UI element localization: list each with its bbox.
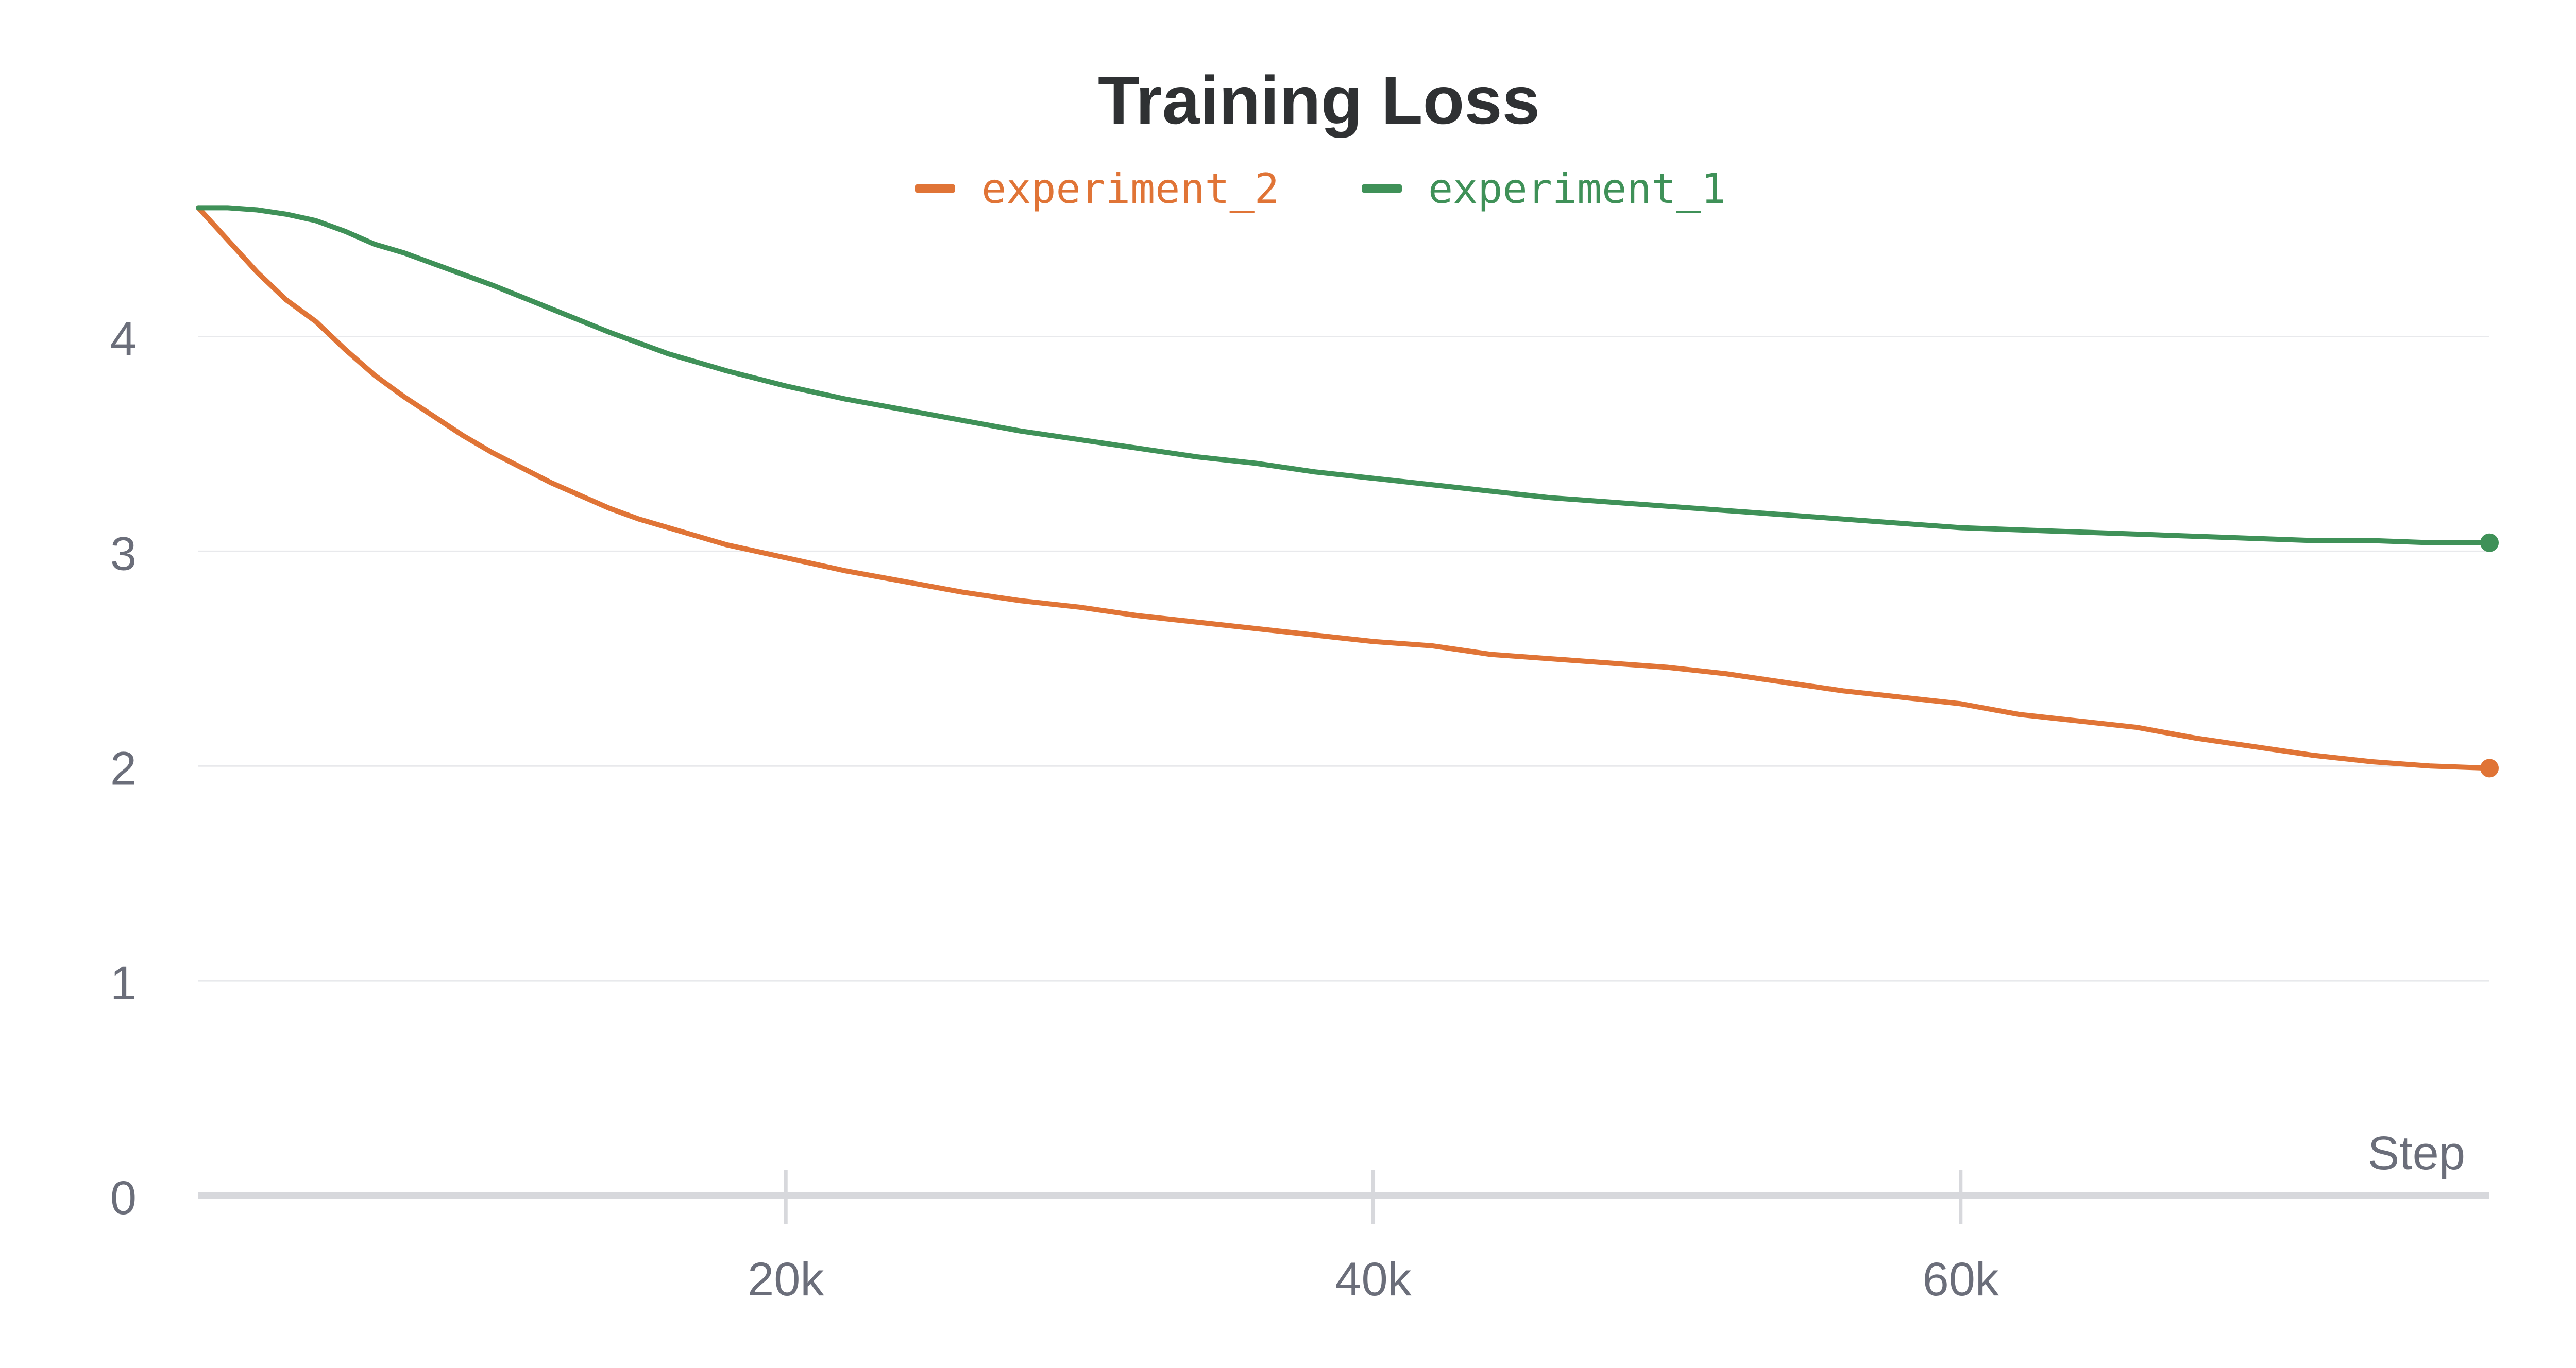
- x-tick-label: 60k: [1923, 1253, 1999, 1306]
- legend-item-experiment-1[interactable]: experiment_1: [1362, 165, 1726, 213]
- series-line-experiment-1[interactable]: [196, 205, 2492, 545]
- x-axis-ticks: 20k 40k 60k: [748, 1170, 1999, 1306]
- legend-item-experiment-2[interactable]: experiment_2: [915, 165, 1279, 213]
- x-axis-label: Step: [2368, 1127, 2465, 1179]
- x-tick-label: 40k: [1335, 1253, 1412, 1306]
- series-line-experiment-2[interactable]: [196, 205, 2492, 771]
- series-end-marker-experiment-1: [2480, 533, 2499, 552]
- y-tick-label: 4: [110, 313, 137, 366]
- legend-swatch-experiment-1: [1362, 184, 1402, 193]
- y-tick-label: 1: [110, 957, 137, 1010]
- x-tick-label: 20k: [748, 1253, 824, 1306]
- y-tick-label: 0: [110, 1172, 137, 1224]
- series-end-marker-experiment-2: [2480, 759, 2499, 778]
- legend-swatch-experiment-2: [915, 184, 955, 193]
- legend-label-experiment-2: experiment_2: [981, 165, 1279, 213]
- y-axis-ticks: 0 1 2 3 4: [110, 313, 137, 1225]
- chart-title: Training Loss: [1098, 62, 1540, 138]
- series-lines: [196, 205, 2499, 778]
- legend: experiment_2 experiment_1: [915, 165, 1726, 213]
- y-tick-label: 2: [110, 742, 137, 795]
- gridlines: [198, 336, 2489, 982]
- legend-label-experiment-1: experiment_1: [1428, 165, 1726, 213]
- y-tick-label: 3: [110, 527, 137, 580]
